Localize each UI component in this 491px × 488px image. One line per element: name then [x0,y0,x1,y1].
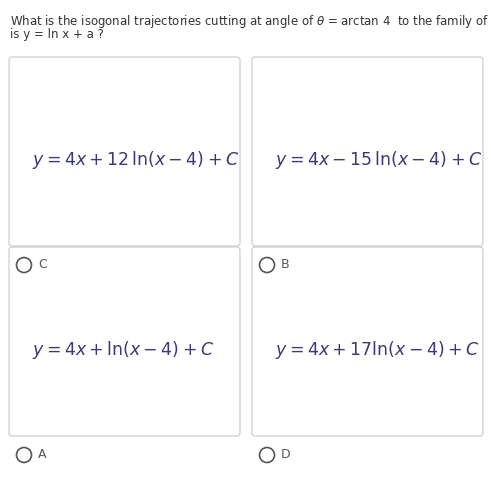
FancyBboxPatch shape [252,57,483,246]
Text: $y = 4x + 12\,\mathrm{ln}(x - 4) + C$: $y = 4x + 12\,\mathrm{ln}(x - 4) + C$ [32,149,239,171]
FancyBboxPatch shape [9,247,240,436]
Text: $y = 4x + 17\mathrm{ln}(x - 4) + C$: $y = 4x + 17\mathrm{ln}(x - 4) + C$ [275,339,479,361]
FancyBboxPatch shape [9,57,240,246]
Text: C: C [38,259,47,271]
Text: $y = 4x + \mathrm{ln}(x - 4) + C$: $y = 4x + \mathrm{ln}(x - 4) + C$ [32,339,214,361]
Text: D: D [281,448,291,462]
FancyBboxPatch shape [252,247,483,436]
Text: B: B [281,259,290,271]
Text: A: A [38,448,47,462]
Text: is y = ln x + a ?: is y = ln x + a ? [10,28,104,41]
Text: What is the isogonal trajectories cutting at angle of $\theta$ = arctan 4  to th: What is the isogonal trajectories cuttin… [10,13,491,30]
Text: $y = 4x - 15\,\mathrm{ln}(x - 4) + C$: $y = 4x - 15\,\mathrm{ln}(x - 4) + C$ [275,149,482,171]
